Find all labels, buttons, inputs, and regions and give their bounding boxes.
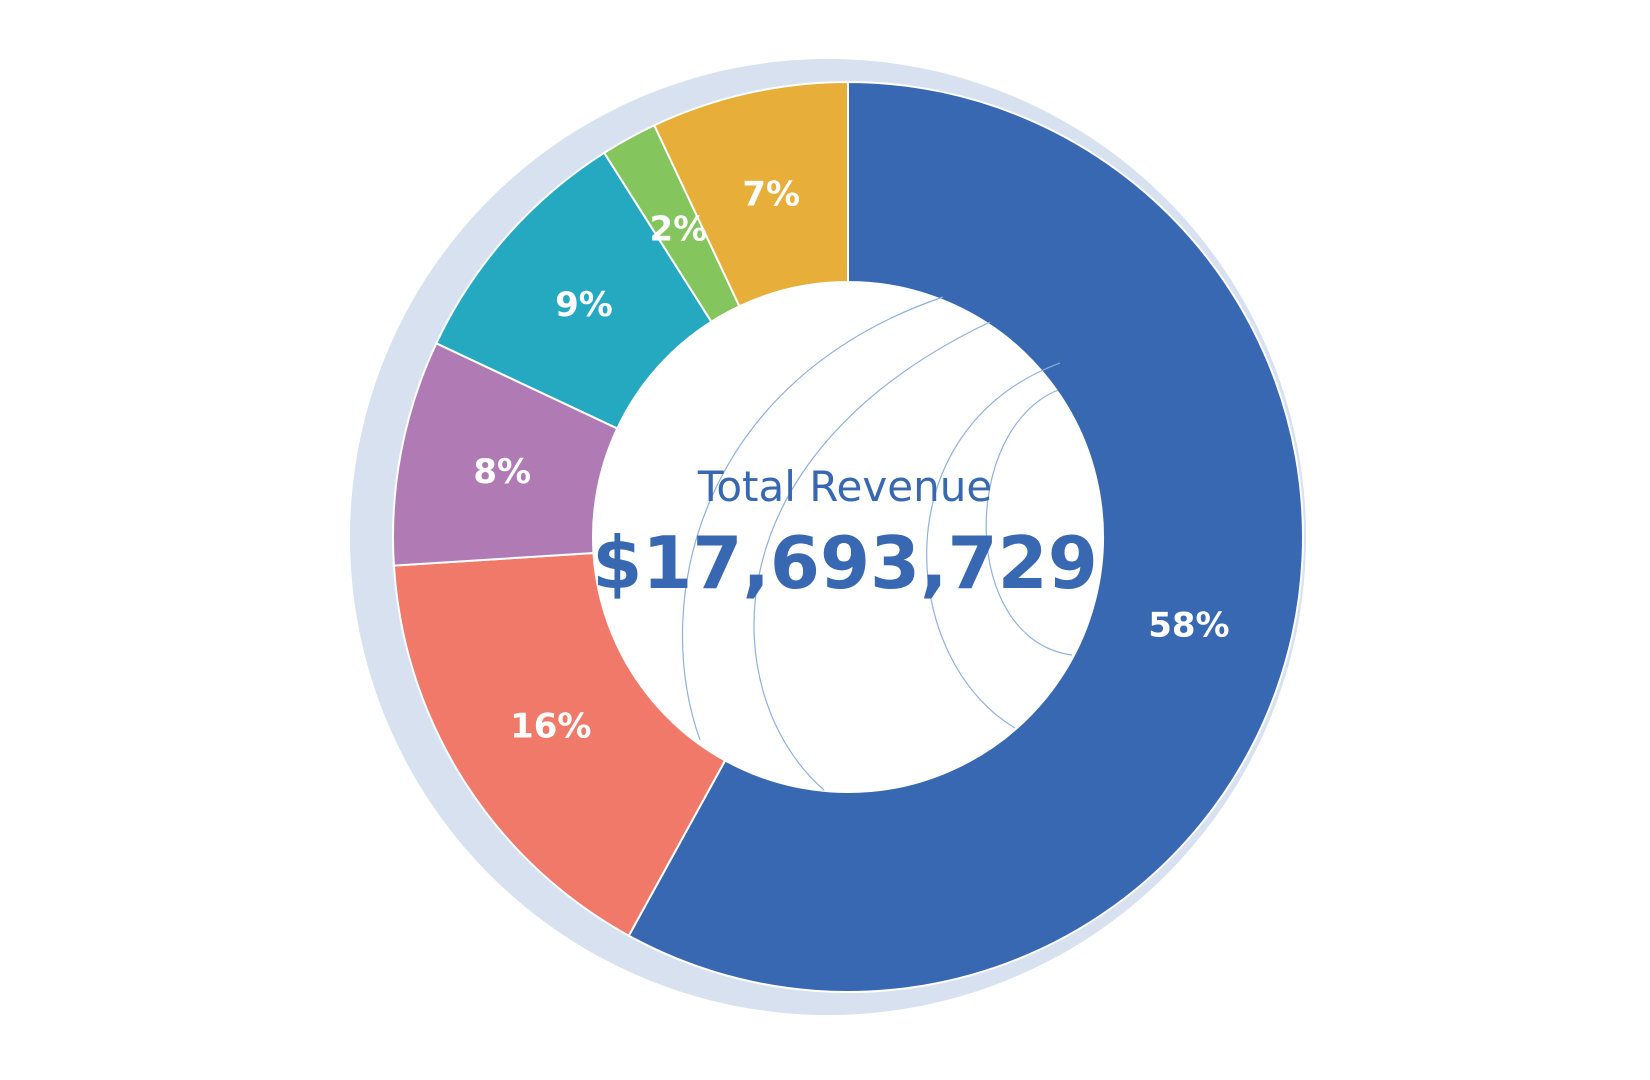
slice-label-5: 7% [742, 174, 800, 214]
slices-group [392, 80, 1304, 993]
slice-labels: 58% 16% 8% 9% 2% 7% [473, 174, 1229, 746]
center-disc [593, 282, 1103, 792]
slice-label-0: 58% [1148, 606, 1229, 646]
slice-label-3: 9% [555, 285, 613, 325]
slice-label-4: 2% [650, 210, 708, 250]
slice-label-2: 8% [473, 452, 531, 492]
decor-arc [681, 296, 944, 741]
center-total-value: $17,693,729 [592, 521, 1098, 605]
center-decoration [681, 296, 1073, 791]
decor-arc [753, 321, 991, 791]
decor-arc [985, 389, 1073, 656]
decor-arc [926, 362, 1061, 729]
slice-label-1: 16% [510, 707, 591, 747]
center-title: Total Revenue [697, 462, 992, 511]
